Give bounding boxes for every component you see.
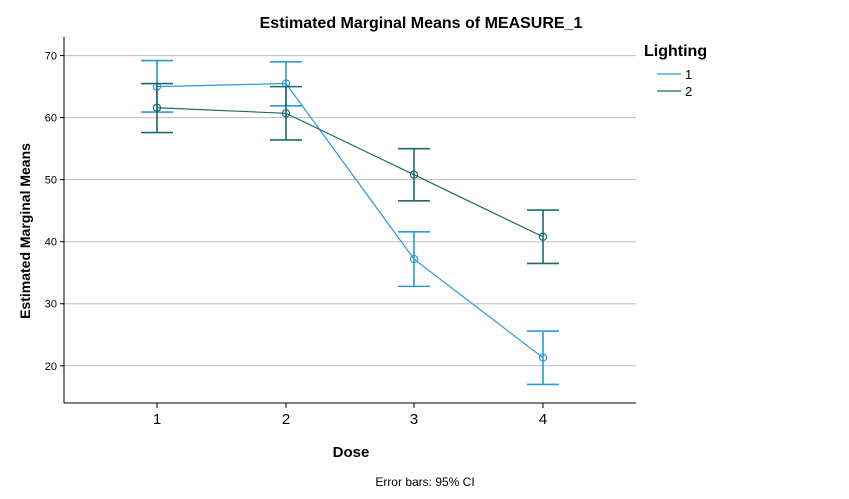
x-tick-label-2: 2 [282,411,290,428]
x-axis-ticks: 1 2 3 4 [153,403,547,428]
line-series-2 [156,107,544,238]
y-axis-ticks: 20 30 40 50 60 70 [45,51,64,373]
footnote: Error bars: 95% CI [375,475,474,489]
grid-lines [64,55,636,367]
error-bar-series-1-dose-4 [527,330,559,386]
x-axis-label: Dose [333,444,370,461]
legend-label-1: 1 [685,67,692,82]
legend-title: Lighting [644,43,707,60]
point-series-2-dose-4 [538,232,548,241]
legend-item-2: 2 [657,84,692,99]
y-tick-label-30: 30 [45,299,57,311]
y-tick-label-50: 50 [45,175,57,187]
y-tick-label-40: 40 [45,237,57,249]
series-layer [141,59,559,386]
legend: 12 [657,67,692,99]
x-tick-label-4: 4 [539,411,547,428]
axes [63,37,636,404]
legend-item-1: 1 [657,67,692,82]
line-series-1 [156,82,544,359]
y-tick-label-20: 20 [45,361,57,373]
point-series-1-dose-4 [538,353,548,362]
chart-title: Estimated Marginal Means of MEASURE_1 [260,15,583,32]
y-tick-label-60: 60 [45,113,57,125]
point-series-2-dose-1 [152,103,162,112]
point-series-2-dose-2 [281,109,291,118]
legend-label-2: 2 [685,84,692,99]
point-series-1-dose-3 [409,254,419,264]
x-tick-label-1: 1 [153,411,161,428]
y-axis-label: Estimated Marginal Means [17,143,33,319]
point-series-2-dose-3 [409,170,419,179]
y-tick-label-70: 70 [45,51,57,63]
series-2 [141,82,559,265]
x-tick-label-3: 3 [410,411,418,428]
